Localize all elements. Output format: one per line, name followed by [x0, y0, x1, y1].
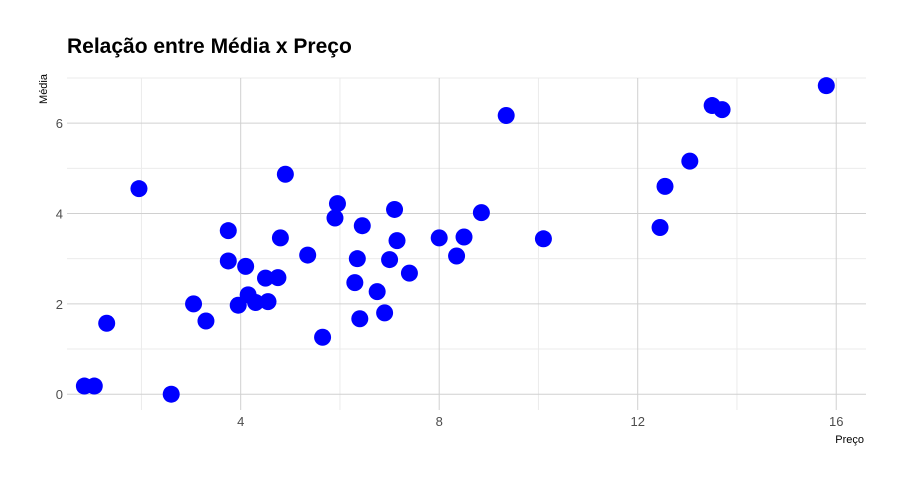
- x-tick-label: 12: [630, 414, 644, 429]
- data-point: [328, 195, 346, 213]
- data-point: [681, 152, 699, 170]
- data-point: [448, 247, 466, 265]
- data-point: [185, 295, 203, 313]
- data-point: [388, 232, 406, 250]
- data-point: [197, 312, 215, 330]
- data-point: [162, 385, 180, 403]
- data-point: [259, 293, 277, 311]
- y-tick-label: 4: [56, 207, 63, 222]
- data-point: [386, 200, 404, 218]
- data-point: [247, 293, 265, 311]
- y-tick-label: 0: [56, 387, 63, 402]
- data-point: [400, 264, 418, 282]
- data-point: [314, 328, 332, 346]
- data-point: [130, 180, 148, 198]
- y-tick-label: 6: [56, 116, 63, 131]
- data-point: [326, 209, 344, 227]
- data-point: [455, 228, 473, 246]
- data-points: [75, 77, 835, 403]
- data-point: [299, 246, 317, 264]
- data-point: [351, 310, 369, 328]
- data-point: [472, 204, 490, 222]
- data-point: [381, 251, 399, 269]
- x-tick-label: 16: [829, 414, 843, 429]
- data-point: [257, 269, 275, 287]
- data-point: [817, 77, 835, 95]
- data-point: [219, 222, 237, 240]
- data-point: [346, 274, 364, 292]
- y-tick-label: 2: [56, 297, 63, 312]
- data-point: [276, 165, 294, 183]
- data-point: [656, 177, 674, 195]
- data-point: [713, 101, 731, 119]
- x-axis-label: Preço: [835, 434, 864, 446]
- data-point: [651, 219, 669, 237]
- data-point: [430, 229, 448, 247]
- data-point: [497, 106, 515, 124]
- data-point: [219, 252, 237, 270]
- data-point: [271, 229, 289, 247]
- data-point: [98, 314, 116, 332]
- data-point: [534, 230, 552, 248]
- data-point: [85, 377, 103, 395]
- data-point: [269, 269, 287, 287]
- data-point: [353, 217, 371, 235]
- y-axis-label: Média: [38, 73, 50, 104]
- x-tick-label: 8: [436, 414, 443, 429]
- data-point: [368, 283, 386, 301]
- chart-title: Relação entre Média x Preço: [67, 35, 352, 58]
- data-point: [348, 250, 366, 268]
- data-point: [237, 257, 255, 275]
- data-point: [376, 304, 394, 322]
- x-tick-label: 4: [237, 414, 244, 429]
- tick-labels: 4 8 12 16 0 2 4 6: [56, 116, 844, 429]
